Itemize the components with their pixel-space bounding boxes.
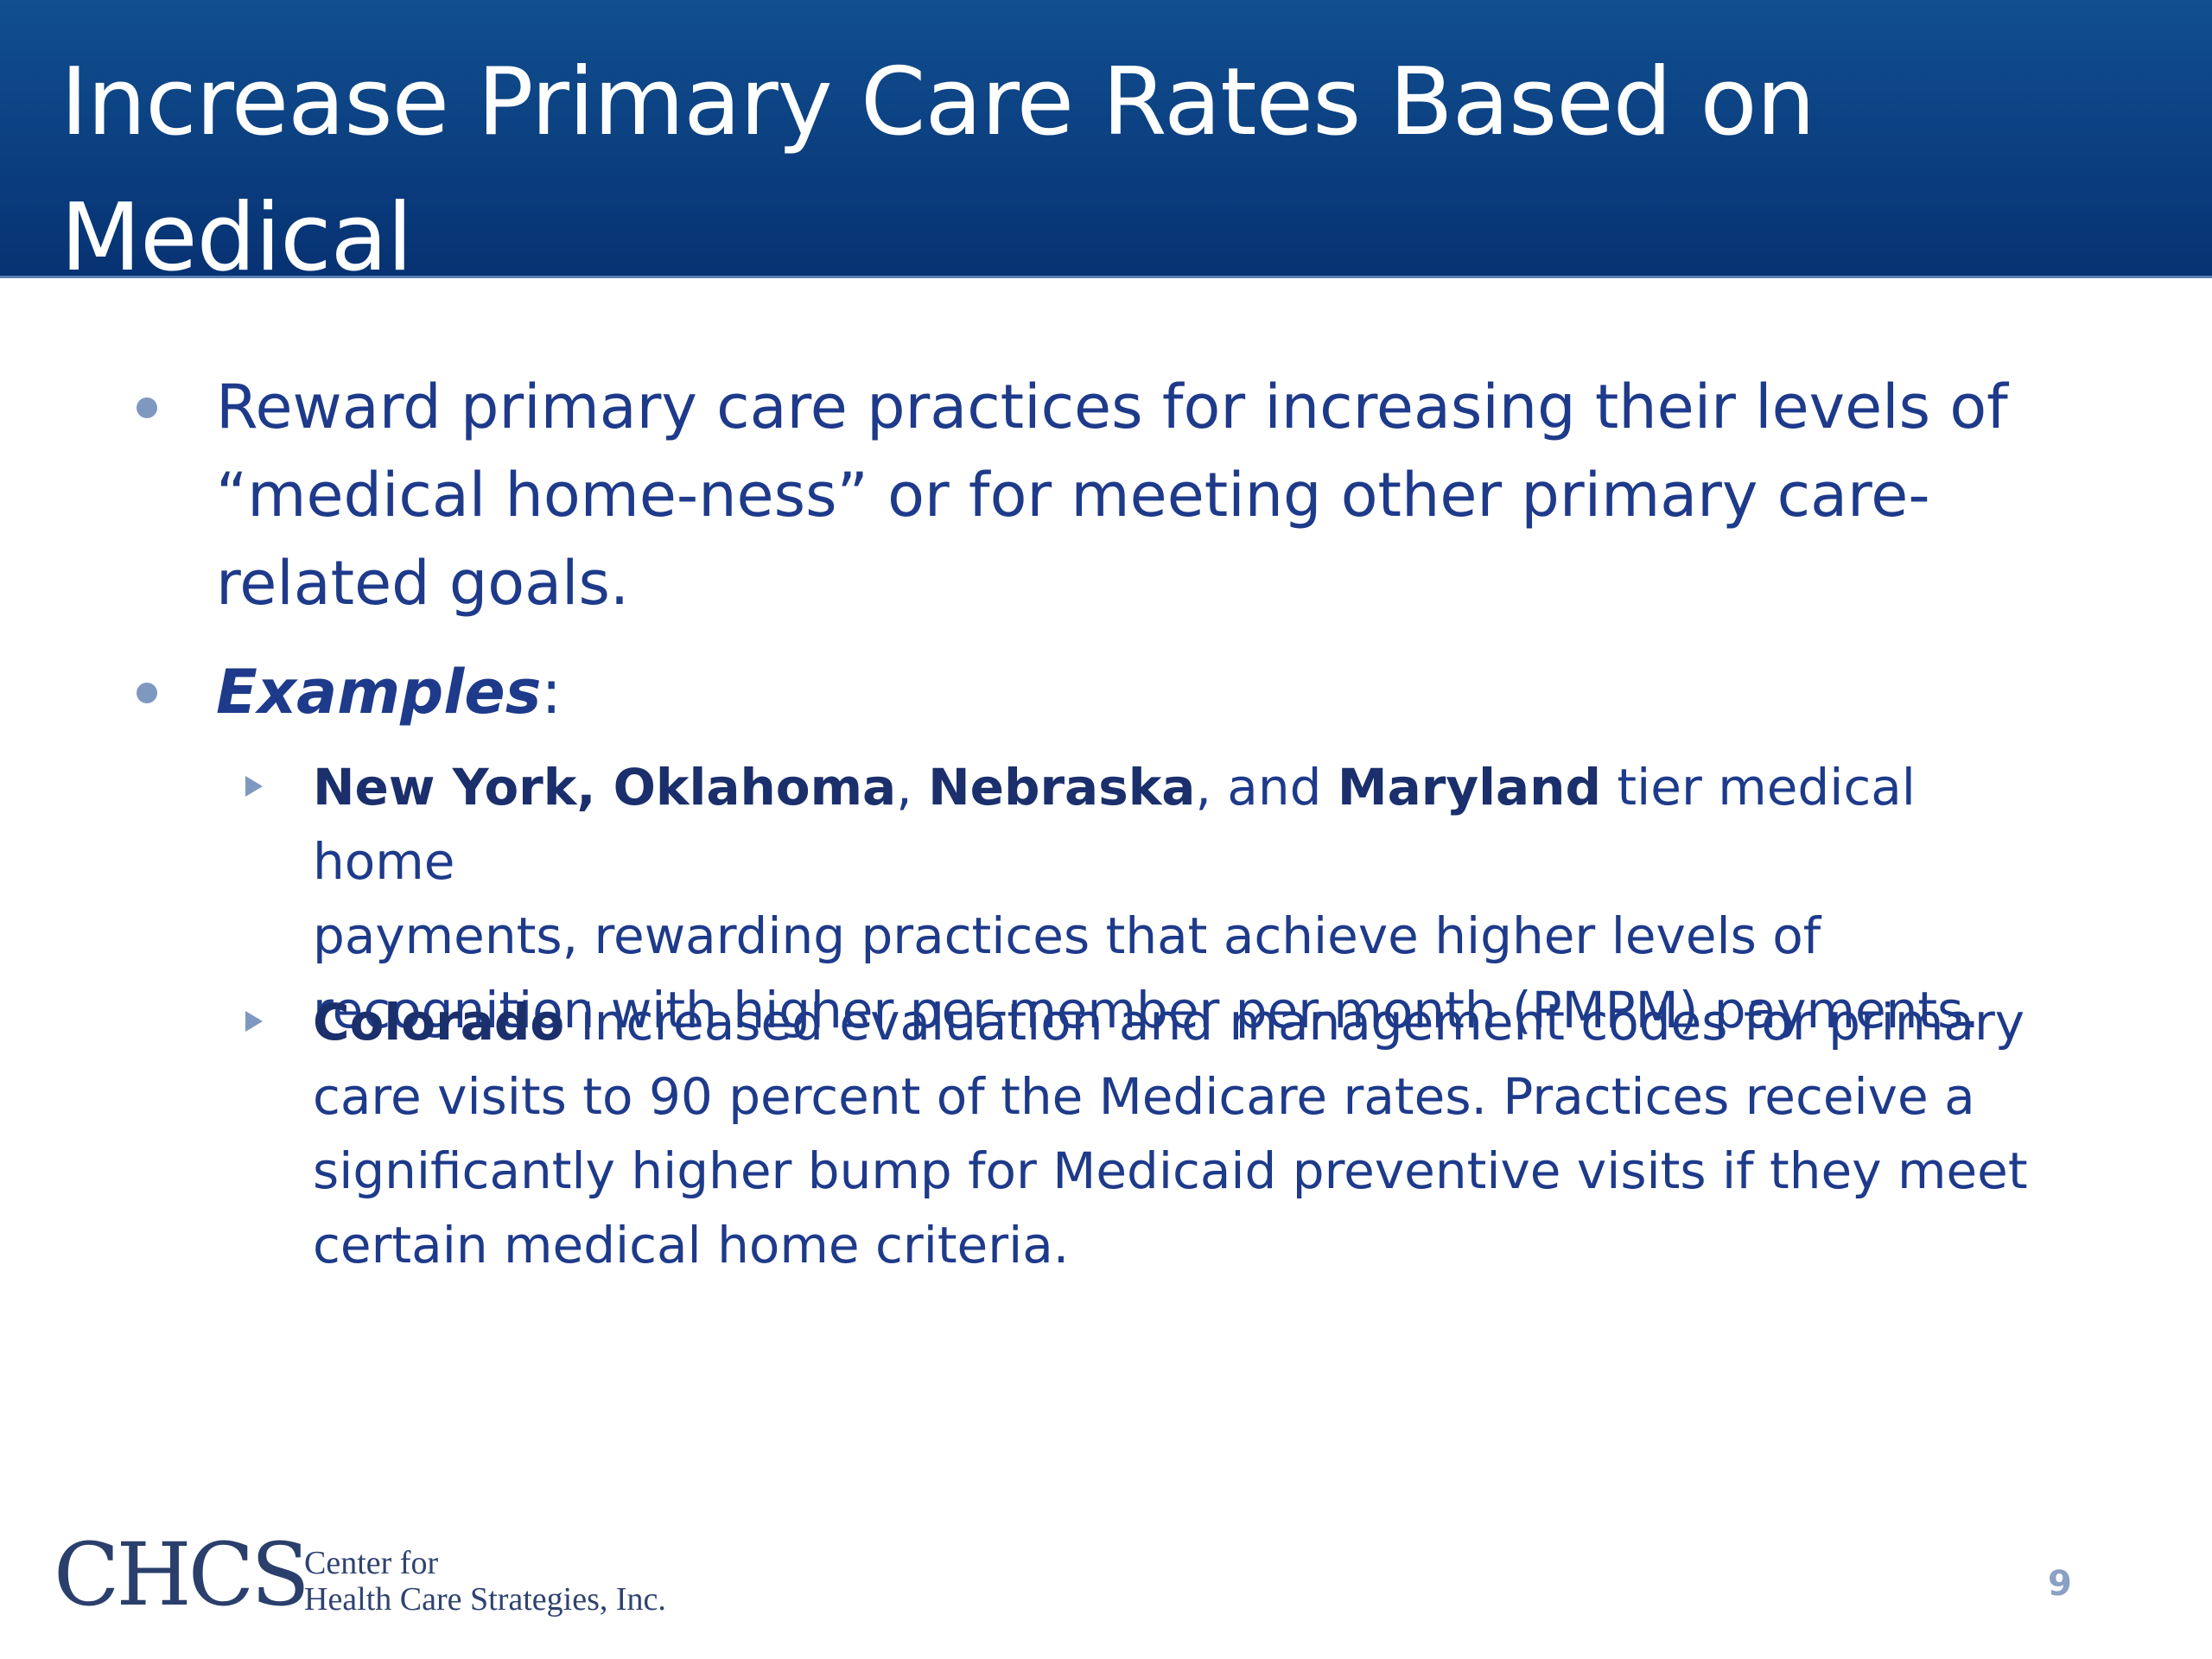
examples-label: Examples [216, 657, 542, 728]
states-rest-1: tier medical home [313, 758, 1916, 891]
arrow-bullet-icon [245, 776, 263, 797]
logo-mark: CHCS [54, 1524, 310, 1625]
colorado-line-4: certain medical home criteria. [313, 1216, 1070, 1274]
logo-line-2: Health Care Strategies, Inc. [304, 1581, 666, 1618]
states-line-2: payments, rewarding practices that achie… [313, 906, 1821, 965]
logo-text: Center for Health Care Strategies, Inc. [304, 1545, 666, 1618]
colorado-line-2: care visits to 90 percent of the Medicar… [313, 1067, 1975, 1126]
logo-line-1: Center for [304, 1545, 439, 1581]
title-bar: Increase Primary Care Rates Based on Med… [0, 0, 2212, 428]
colorado-bold: Colorado [313, 993, 565, 1052]
examples-colon: : [541, 657, 562, 728]
bullet-dot-icon [137, 397, 157, 418]
states-bold-2: Nebraska [928, 758, 1196, 817]
states-bold-3: Maryland [1337, 758, 1601, 817]
bullet-examples: Examples: [137, 648, 2074, 736]
bullet-reward-line2: “medical home-ness” or for meeting other… [216, 460, 1930, 531]
states-sep-2: , and [1195, 758, 1338, 817]
colorado-rest-1: increased evaluation and management code… [564, 993, 2025, 1052]
states-bold-1: New York, Oklahoma [313, 758, 897, 817]
bullet-reward-line3: related goals. [216, 548, 630, 619]
colorado-line-3: significantly higher bump for Medicaid p… [313, 1141, 2028, 1200]
sub-bullet-states: New York, Oklahoma, Nebraska, and Maryla… [245, 750, 2041, 1047]
title-line-2: Home Recognition [60, 320, 902, 428]
title-line-1: Increase Primary Care Rates Based on Med… [60, 48, 1815, 292]
sub-bullet-colorado: Colorado increased evaluation and manage… [245, 985, 2041, 1282]
arrow-bullet-icon [245, 1011, 263, 1032]
bullet-reward: Reward primary care practices for increa… [137, 363, 2074, 627]
bullet-reward-line1: Reward primary care practices for increa… [216, 372, 2008, 442]
page-number: 9 [2048, 1564, 2072, 1604]
states-sep-1: , [896, 758, 929, 817]
slide-title: Increase Primary Care Rates Based on Med… [60, 35, 2169, 442]
bullet-dot-icon [137, 683, 157, 703]
states-line-3: recognition with higher per-member per-m… [313, 981, 1980, 1039]
